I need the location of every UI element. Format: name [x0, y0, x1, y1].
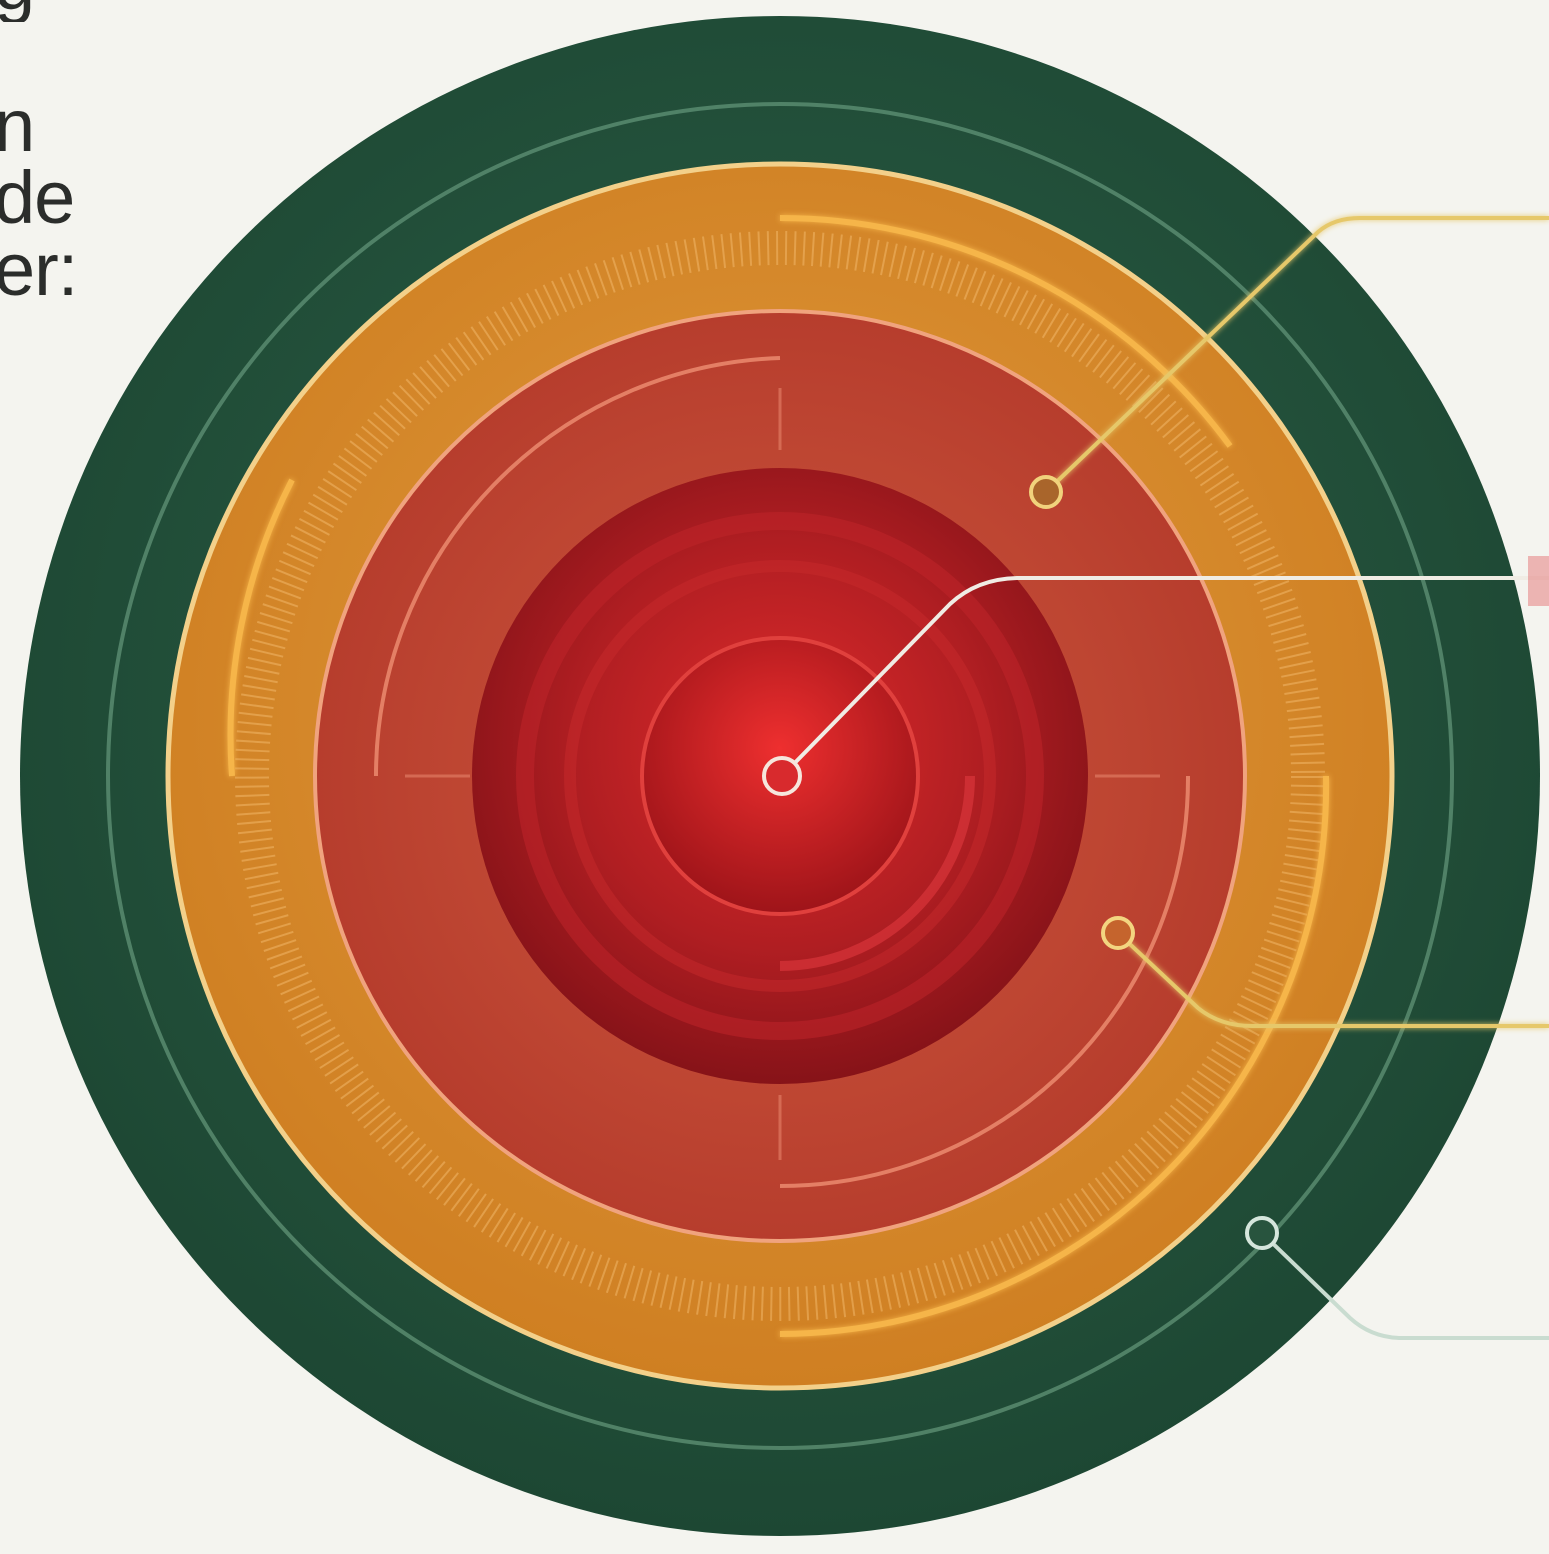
- red-arc-top-left: [374, 356, 781, 777]
- core-band-2: [564, 560, 996, 992]
- callout-dot-gold-lower: [1101, 916, 1135, 950]
- outer-ring-guide-line: [106, 102, 1454, 1450]
- callout-dot-center: [762, 756, 802, 796]
- intro-line-1: n: [0, 84, 35, 167]
- orange-arc-top-right: [779, 215, 1233, 448]
- callout-line-gold-top: [1044, 216, 1549, 494]
- orange-arc-left: [227, 478, 295, 777]
- callout-dot-gold-top: [1029, 475, 1063, 509]
- intro-line-2: de: [0, 156, 75, 239]
- callout-box-stub-red: [1528, 556, 1549, 606]
- callout-line-green-bottom: [1260, 1231, 1549, 1340]
- orange-arc-bottom-right: [779, 775, 1330, 1337]
- intro-line-3: er:: [0, 228, 78, 311]
- intro-line-0: g: [0, 0, 114, 22]
- orange-ring-tick-scale: [235, 231, 1325, 1321]
- core-band-1: [516, 512, 1044, 1040]
- intro-text-fragment: g n de er:: [0, 0, 114, 308]
- callout-line-white-center: [780, 576, 1549, 778]
- core-arc-inner-right: [779, 775, 975, 971]
- callout-dot-green-bottom: [1245, 1216, 1279, 1250]
- red-arc-right: [779, 775, 1191, 1188]
- callout-line-gold-lower: [1116, 931, 1549, 1028]
